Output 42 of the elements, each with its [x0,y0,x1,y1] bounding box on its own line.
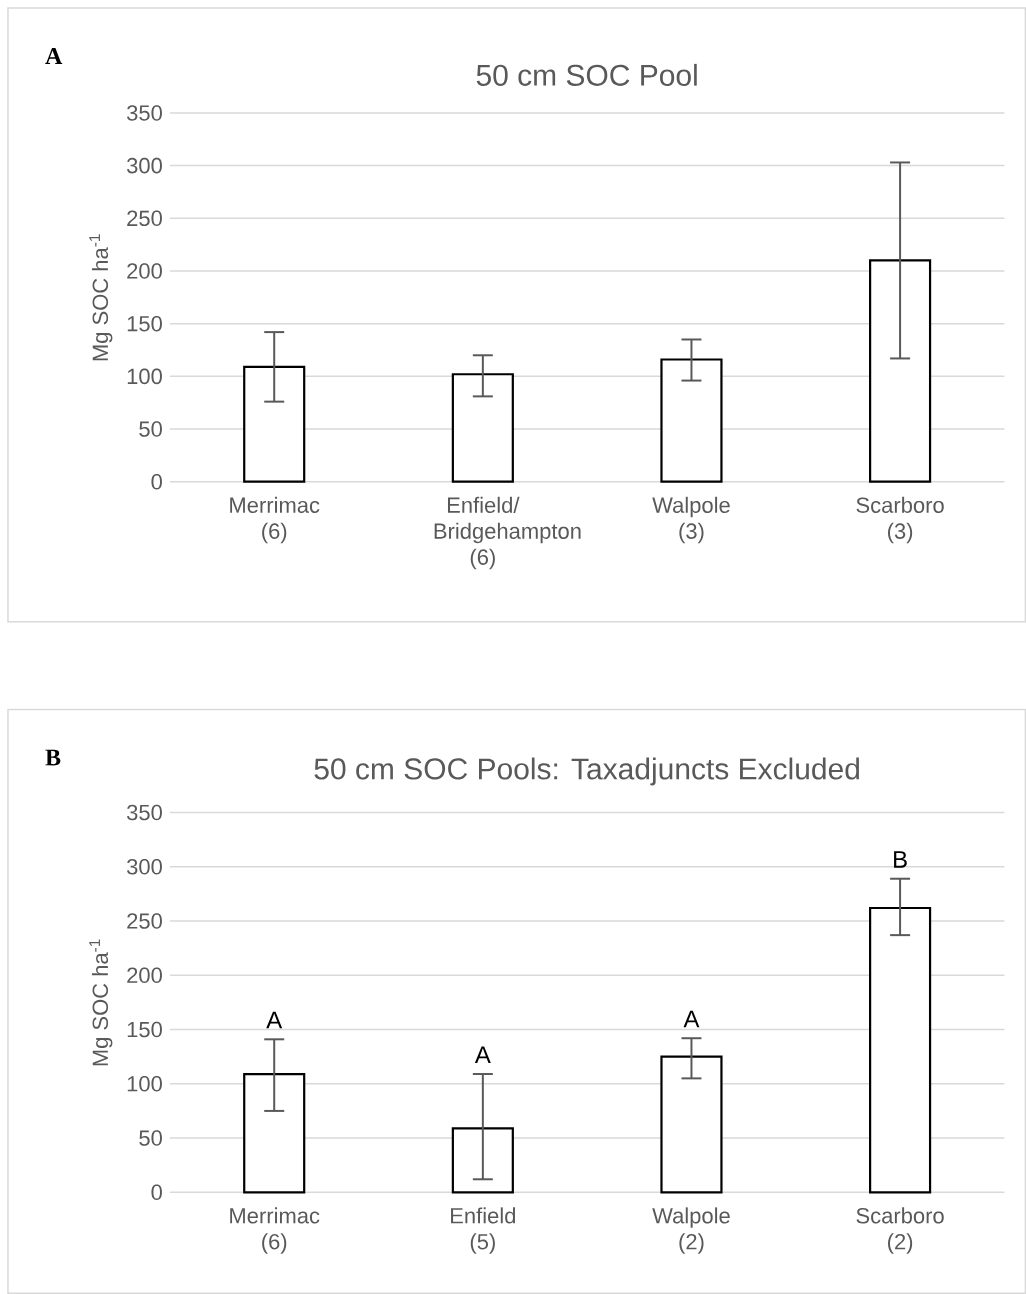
y-axis-title: Mg SOC ha$^{-1}$ [89,234,113,361]
y-tick-label: 150 [127,1021,162,1038]
bar [243,1072,306,1194]
x-tick-label: Walpole (2) [652,1207,730,1254]
y-tick-label: 50 [139,421,162,437]
y-tick-label: 0 [151,1184,162,1201]
x-tick-label: Enfield (5) [450,1207,515,1254]
bar [451,373,514,483]
x-tick-label: Walpole (3) [652,496,730,544]
y-tick-label: 200 [127,967,162,984]
y-tick-label: 250 [127,210,162,227]
y-tick-label: 250 [127,913,162,929]
x-tick-label: Scarboro (2) [856,1207,944,1254]
bar [451,1127,514,1194]
text: B [45,749,61,766]
y-tick-label: 50 [139,1130,162,1146]
text: A [45,48,63,64]
y-tick-label: 300 [126,859,162,875]
y-tick-label: 100 [127,1076,162,1092]
y-tick-label: 350 [126,804,162,821]
annotation: B [894,851,907,868]
y-tick-label: 0 [151,473,162,490]
chart-title: 50 cm SOC Pools: Taxadjuncts Excluded [314,757,859,786]
y-tick-label: 350 [126,105,162,121]
bar [868,259,932,483]
annotation: A [474,1046,491,1063]
annotation: A [266,1011,283,1029]
bar [660,358,723,483]
chart-title: 50 cm SOC Pool [476,63,697,86]
y-axis-title: Mg SOC ha$^{-1}$ [89,939,113,1066]
x-tick-label: Scarboro (3) [856,496,944,544]
y-tick-label: 150 [127,315,162,332]
y-tick-label: 100 [127,368,162,385]
x-tick-label: Merrimac (6) [230,1207,320,1254]
bar [660,1055,723,1194]
y-tick-label: 200 [127,263,162,279]
x-tick-label: Enfield/ Bridgehampton (6) [434,496,581,570]
bar [868,906,932,1194]
bar [243,365,306,483]
x-tick-label: Merrimac (6) [230,496,320,544]
y-tick-label: 300 [126,157,162,174]
annotation: A [683,1010,700,1028]
